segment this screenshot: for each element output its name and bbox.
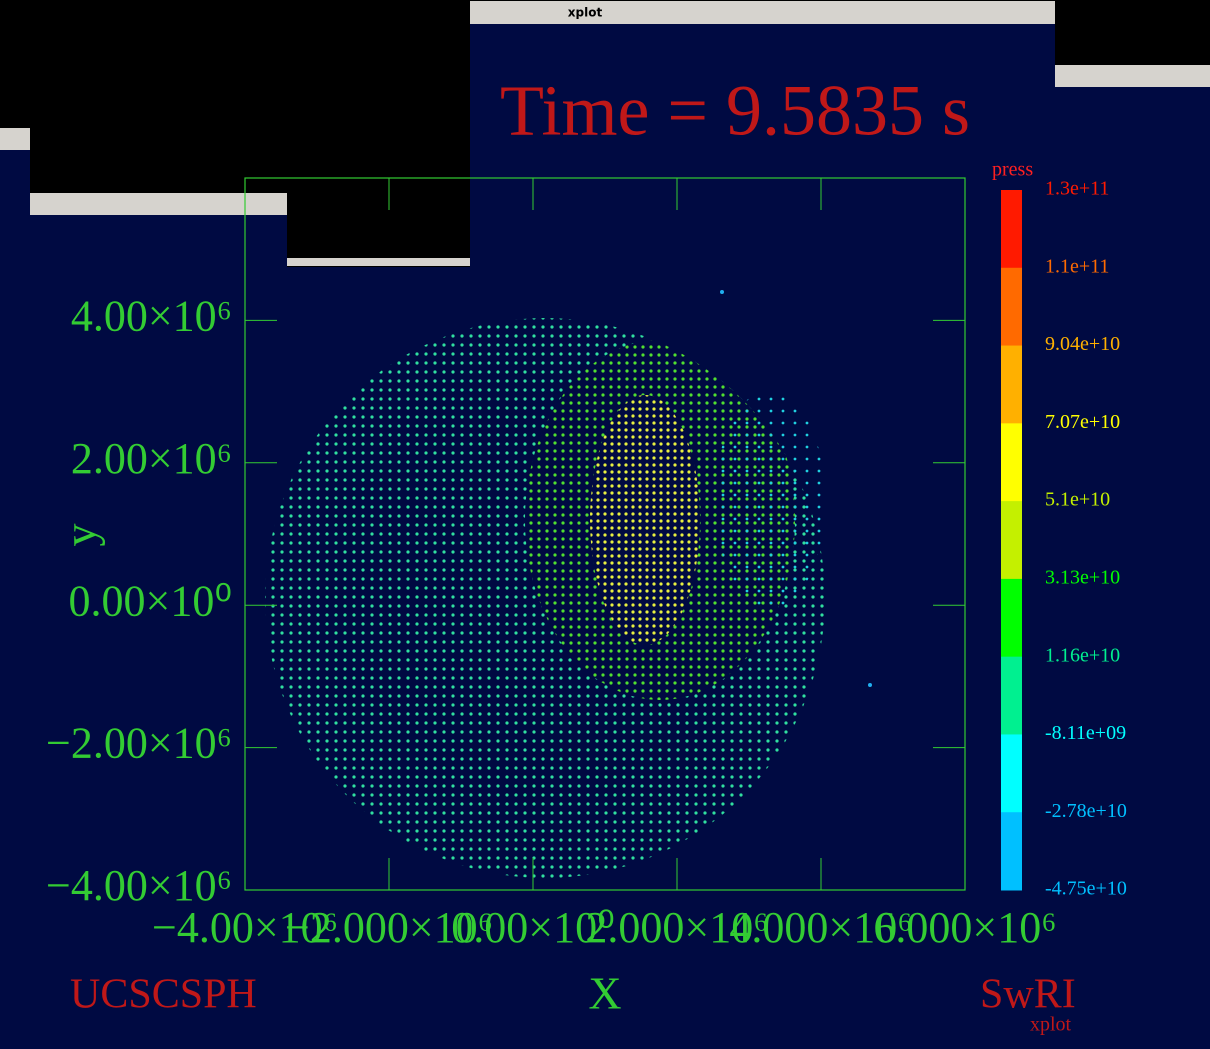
title-bar[interactable]: [1055, 65, 1210, 87]
colorbar-segment: [1001, 578, 1022, 658]
colorbar-label: 1.3e+11: [1045, 178, 1109, 200]
colorbar-label: 5.1e+10: [1045, 489, 1110, 511]
colorbar-segment: [1001, 812, 1022, 891]
chart-title: Time = 9.5835 s: [500, 71, 970, 151]
y-tick-label: 2.00×10⁶: [71, 434, 232, 483]
y-tick-label: 0.00×10⁰: [69, 576, 232, 625]
x-tick-label: 6.000×10⁶: [873, 903, 1056, 952]
title-bar[interactable]: [287, 258, 470, 266]
y-tick-label: −4.00×10⁶: [46, 861, 232, 910]
colorbar-label: -8.11e+09: [1045, 722, 1126, 744]
colorbar-label: -2.78e+10: [1045, 800, 1127, 822]
footer-right: SwRI: [980, 972, 1076, 1018]
colorbar-segment: [1001, 190, 1022, 269]
x-tick-label: 2.000×10⁶: [585, 903, 768, 952]
plot-frame: [244, 177, 966, 891]
colorbar-segment: [1001, 267, 1022, 347]
title-bar[interactable]: [0, 128, 30, 150]
colorbar-label: 7.07e+10: [1045, 411, 1120, 433]
colorbar-label: 9.04e+10: [1045, 333, 1120, 355]
x-tick-label: 0.00×10⁰: [451, 903, 614, 952]
colorbar-segment: [1001, 345, 1022, 424]
particle-cloud: [265, 290, 872, 878]
colorbar-title: press: [992, 159, 1033, 181]
y-tick-label: 4.00×10⁶: [71, 291, 232, 340]
colorbar-segment: [1001, 734, 1022, 813]
x-tick-label: −4.00×10⁶: [152, 903, 338, 952]
window-title: xplot: [568, 6, 603, 20]
window-body: [470, 24, 1055, 267]
colorbar-label: 3.13e+10: [1045, 566, 1120, 588]
y-axis-label: y: [55, 524, 106, 547]
colorbar-segment: [1001, 656, 1022, 735]
title-bar[interactable]: [470, 1, 1055, 24]
footer-left: UCSCSPH: [70, 972, 257, 1018]
title-bar[interactable]: [30, 193, 287, 215]
colorbar-label: 1.1e+11: [1045, 255, 1109, 277]
colorbar-segment: [1001, 423, 1022, 502]
x-axis-label: X: [588, 968, 621, 1019]
colorbar-label: 1.16e+10: [1045, 644, 1120, 666]
y-tick-label: −2.00×10⁶: [46, 719, 232, 768]
colorbar-segment: [1001, 501, 1022, 580]
footer-tag: xplot: [1030, 1014, 1072, 1036]
colorbar-label: -4.75e+10: [1045, 878, 1127, 900]
x-tick-label: 4.000×10⁶: [729, 903, 912, 952]
x-tick-label: −2.000×10⁶: [285, 903, 493, 952]
